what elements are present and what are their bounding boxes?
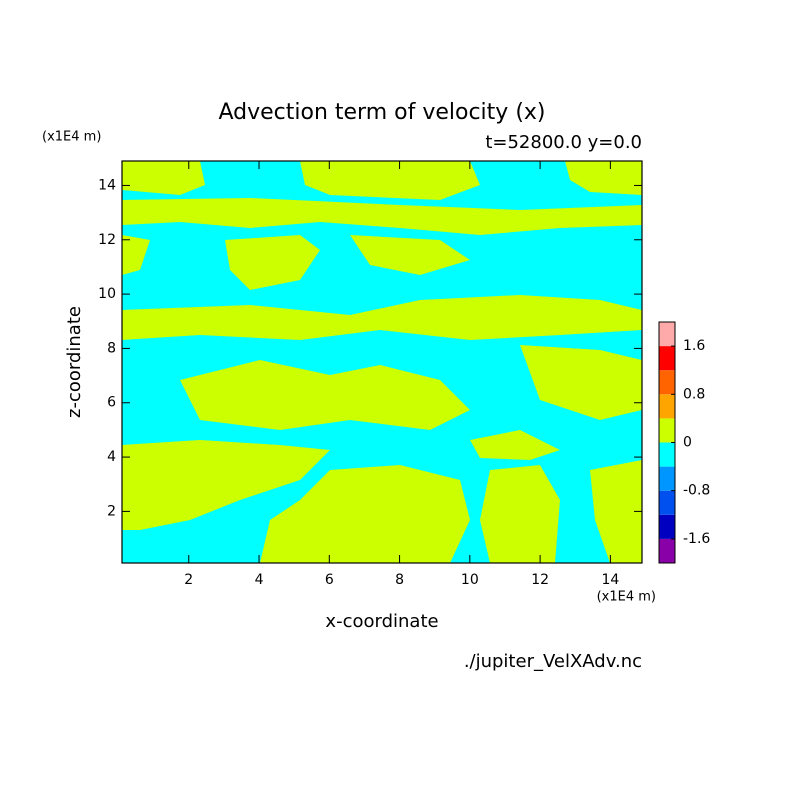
contour-region [520,345,642,420]
y-axis-label: z-coordinate [64,306,85,418]
contour-region [350,235,470,275]
colorbar-tick-label: -1.6 [683,531,710,547]
contour-region [122,295,642,340]
y-tick-label: 6 [107,395,116,411]
colorbar-segment [659,466,675,491]
contour-region [225,235,320,290]
x-tick-label: 14 [601,572,619,588]
x-tick-label: 2 [184,572,193,588]
x-tick-label: 10 [461,572,479,588]
colorbar-segment [659,322,675,347]
colorbar-segment [659,346,675,371]
source-file: ./jupiter_VelXAdv.nc [464,651,642,672]
contour-region [260,465,470,563]
contour-region [180,360,470,430]
colorbar-segment [659,418,675,443]
colorbar-tick-label: 0.8 [683,386,705,402]
y-tick-label: 14 [98,177,116,193]
colorbar-segment [659,538,675,563]
contour-field [122,161,642,563]
x-unit: (x1E4 m) [597,590,656,605]
colorbar-segment [659,514,675,539]
contour-region [122,235,150,275]
contour-region [122,161,205,195]
contour-region [122,440,330,530]
x-tick-label: 4 [255,572,264,588]
plot-frame [121,160,643,564]
y-tick-label: 4 [107,449,116,465]
colorbar-segment [659,370,675,395]
colorbar-tick-label: -0.8 [683,483,710,499]
contour-region [480,465,560,563]
chart-title: Advection term of velocity (x) [218,100,545,125]
contour-region [300,161,480,200]
x-axis-label: x-coordinate [325,611,438,632]
contour-region [122,198,642,235]
y-tick-label: 12 [98,232,116,248]
contour-region [470,430,560,460]
x-tick-label: 12 [531,572,549,588]
x-tick-label: 6 [325,572,334,588]
colorbar-segment [659,394,675,419]
contour-region [590,460,642,563]
colorbar-tick-label: 1.6 [683,338,705,354]
y-unit: (x1E4 m) [42,130,101,145]
contour-region [565,161,642,195]
x-tick-label: 8 [395,572,404,588]
y-tick-label: 8 [107,340,116,356]
y-tick-label: 10 [98,286,116,302]
colorbar-tick-label: 0 [683,435,692,451]
chart-subtitle: t=52800.0 y=0.0 [485,132,642,153]
colorbar-segment [659,442,675,467]
y-tick-label: 2 [107,503,116,519]
colorbar-segment [659,490,675,515]
